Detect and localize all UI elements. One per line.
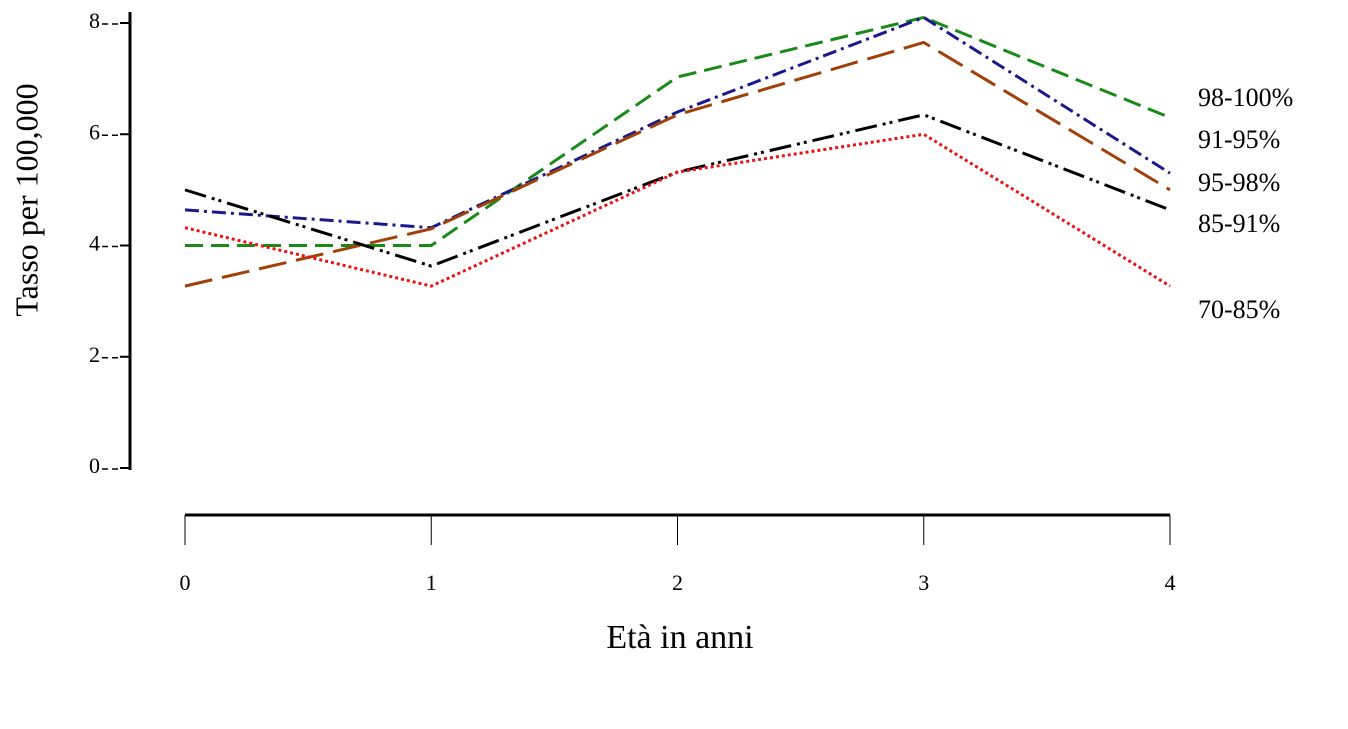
chart: Tasso per 100,000 Età in anni 0 2 4 6 8 0 1 2 3 4… bbox=[0, 0, 1348, 724]
y-tick-label: 4 bbox=[89, 231, 100, 256]
legend-label: 95-98% bbox=[1198, 168, 1280, 197]
legend-label: 98-100% bbox=[1198, 83, 1293, 112]
series-line bbox=[185, 134, 1170, 286]
x-tick-label: 2 bbox=[672, 570, 683, 595]
y-tick-label: 2 bbox=[89, 342, 100, 367]
x-tick-label: 0 bbox=[180, 570, 191, 595]
y-axis-title: Tasso per 100,000 bbox=[8, 83, 44, 316]
y-tick-label: 0 bbox=[89, 453, 100, 478]
x-tick-label: 4 bbox=[1165, 570, 1176, 595]
legend-label: 70-85% bbox=[1198, 295, 1280, 324]
series-line bbox=[185, 17, 1170, 245]
legend-label: 91-95% bbox=[1198, 125, 1280, 154]
y-tick-label: 6 bbox=[89, 119, 100, 144]
x-tick-label: 3 bbox=[918, 570, 929, 595]
legend-label: 85-91% bbox=[1198, 209, 1280, 238]
y-tick-label: 8 bbox=[89, 8, 100, 33]
page: Tasso per 100,000 Età in anni 0 2 4 6 8 0 1 2 3 4… bbox=[0, 0, 1348, 729]
x-axis-title: Età in anni bbox=[606, 619, 753, 656]
series-line bbox=[185, 115, 1170, 266]
x-tick-label: 1 bbox=[426, 570, 437, 595]
